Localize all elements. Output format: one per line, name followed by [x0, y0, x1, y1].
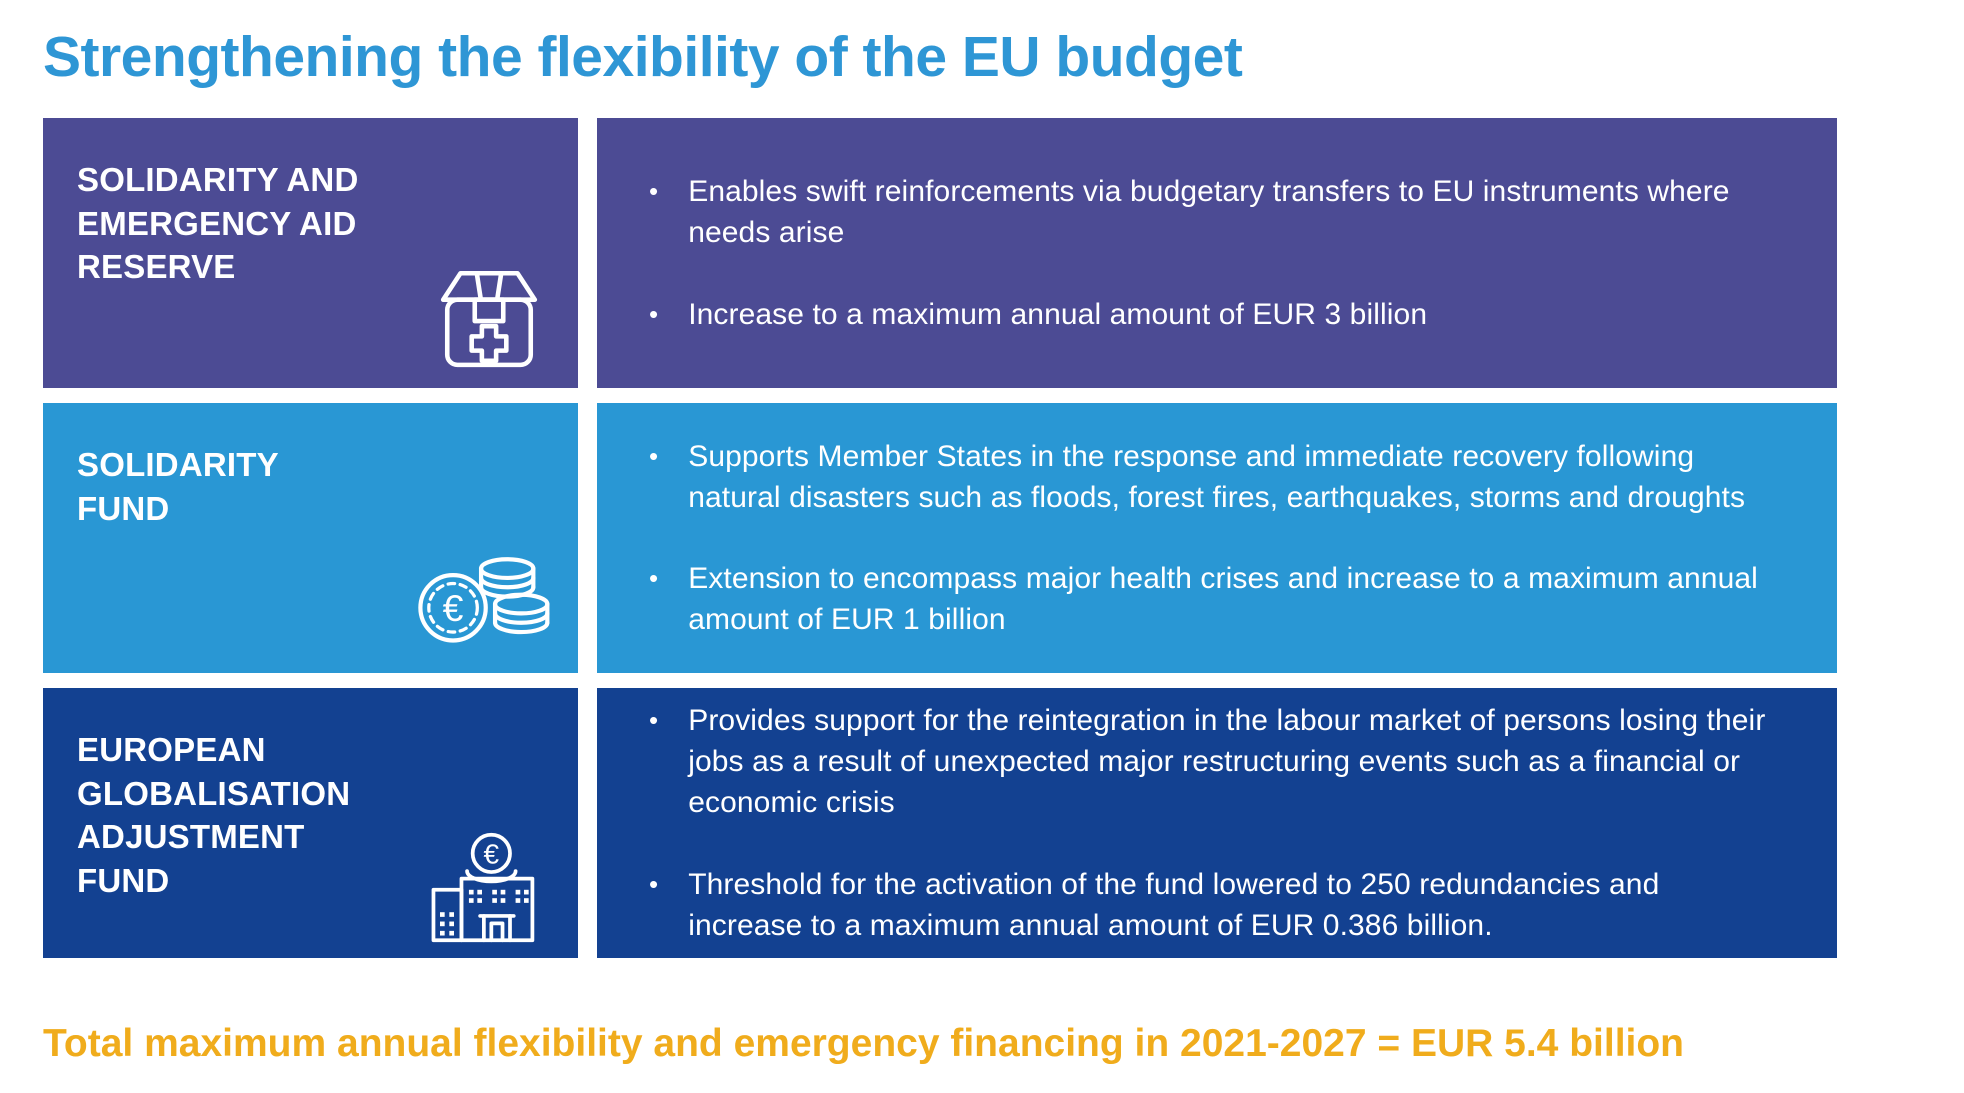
label-box-solidarity-emergency-aid-reserve: SOLIDARITY AND EMERGENCY AID RESERVE — [43, 118, 578, 388]
bullet-list: • Enables swift reinforcements via budge… — [649, 171, 1767, 334]
euro-coins-icon: € — [412, 535, 552, 647]
bullet-dot: • — [649, 705, 659, 736]
svg-text:€: € — [443, 587, 464, 629]
row-label: SOLIDARITY AND EMERGENCY AID RESERVE — [77, 161, 359, 286]
content-box-solidarity-fund: • Supports Member States in the response… — [597, 403, 1837, 673]
bullet-text: Extension to encompass major health cris… — [688, 562, 1758, 637]
bullet-dot: • — [649, 176, 659, 207]
rows-grid: SOLIDARITY AND EMERGENCY AID RESERVE • E… — [43, 118, 1837, 958]
bullet-dot: • — [649, 298, 659, 329]
row-label: SOLIDARITY FUND — [77, 446, 279, 527]
bullet-text: Increase to a maximum annual amount of E… — [688, 297, 1428, 331]
row-label: EUROPEAN GLOBALISATION ADJUSTMENT FUND — [77, 731, 351, 899]
content-box-solidarity-emergency-aid-reserve: • Enables swift reinforcements via budge… — [597, 118, 1837, 388]
bullet-item: • Threshold for the activation of the fu… — [649, 864, 1767, 946]
label-box-solidarity-fund: SOLIDARITY FUND € — [43, 403, 578, 673]
bullet-item: • Extension to encompass major health cr… — [649, 558, 1767, 640]
aid-package-icon — [433, 254, 545, 378]
bullet-text: Provides support for the reintegration i… — [688, 704, 1766, 820]
bullet-dot: • — [649, 563, 659, 593]
content-box-european-globalisation-adjustment-fund: • Provides support for the reintegration… — [597, 688, 1837, 958]
bullet-item: • Increase to a maximum annual amount of… — [649, 294, 1767, 335]
total-financing-note: Total maximum annual flexibility and eme… — [43, 1022, 1685, 1065]
bank-euro-icon: € — [426, 828, 538, 946]
bullet-list: • Provides support for the reintegration… — [649, 700, 1767, 945]
bullet-list: • Supports Member States in the response… — [649, 436, 1767, 640]
bullet-text: Supports Member States in the response a… — [688, 439, 1746, 514]
bullet-item: • Supports Member States in the response… — [649, 436, 1767, 518]
label-box-european-globalisation-adjustment-fund: EUROPEAN GLOBALISATION ADJUSTMENT FUND € — [43, 688, 578, 958]
bullet-dot: • — [649, 868, 659, 899]
bullet-item: • Provides support for the reintegration… — [649, 700, 1767, 823]
page-title: Strengthening the flexibility of the EU … — [43, 25, 1243, 89]
bullet-dot: • — [649, 440, 659, 471]
bullet-text: Enables swift reinforcements via budgeta… — [688, 175, 1730, 250]
bullet-text: Threshold for the activation of the fund… — [688, 867, 1660, 942]
svg-text:€: € — [484, 839, 500, 870]
bullet-item: • Enables swift reinforcements via budge… — [649, 171, 1767, 253]
